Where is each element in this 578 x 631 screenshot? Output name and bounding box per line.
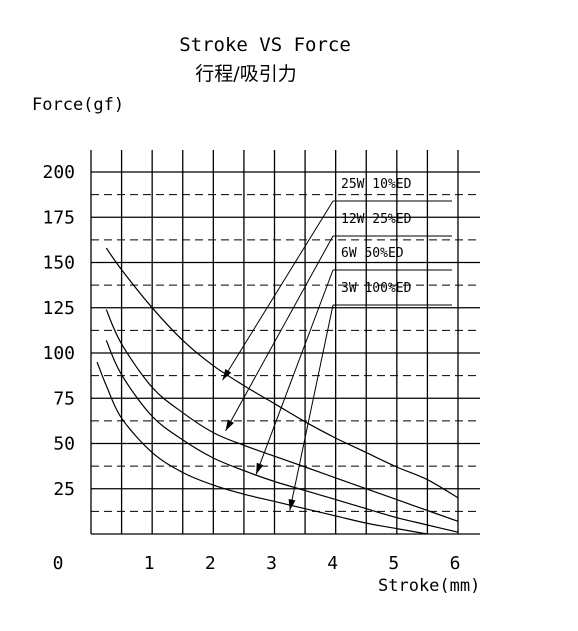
y-tick-label: 75 [53, 388, 75, 409]
x-tick-label: 6 [450, 553, 461, 574]
y-tick-labels: 25 50 75 100 125 150 175 200 [42, 162, 75, 500]
legend-entry: 6W 50%ED [341, 246, 404, 261]
x-tick-label: 1 [144, 553, 155, 574]
arrow-line [289, 304, 334, 511]
series-curves [96, 247, 459, 535]
series-line-1 [105, 247, 459, 499]
series-line-3 [105, 340, 459, 533]
x-tick-label: 2 [205, 553, 216, 574]
y-tick-label: 50 [53, 434, 75, 455]
x-tick-label: 5 [388, 553, 399, 574]
y-tick-label: 100 [42, 343, 75, 364]
x-tick-label: 4 [327, 553, 338, 574]
series-line-2 [105, 309, 459, 522]
y-axis-label: Force(gf) [32, 95, 124, 115]
legend-entry: 3W 100%ED [341, 281, 412, 296]
y-tick-label: 175 [42, 207, 75, 228]
chart-subtitle: 行程/吸引力 [195, 63, 296, 85]
x-tick-label: 0 [53, 553, 64, 574]
y-tick-label: 125 [42, 298, 75, 319]
y-tick-label: 150 [42, 253, 75, 274]
arrow-line [225, 235, 334, 432]
chart-title: Stroke VS Force [179, 34, 351, 56]
arrow-line [222, 200, 334, 381]
arrow-line [255, 269, 334, 475]
legend-entry: 12W 25%ED [341, 212, 412, 227]
arrow-head [225, 419, 234, 431]
x-tick-labels: 0 1 2 3 4 5 6 [53, 553, 461, 574]
y-tick-label: 25 [53, 479, 75, 500]
legend-arrows [222, 200, 334, 511]
x-axis-label: Stroke(mm) [378, 576, 480, 596]
x-tick-label: 3 [266, 553, 277, 574]
arrow-head [288, 498, 296, 511]
arrow-head [222, 368, 232, 381]
legend-entry: 25W 10%ED [341, 177, 412, 192]
grid [90, 150, 480, 535]
arrow-head [256, 462, 264, 475]
y-tick-label: 200 [42, 162, 75, 183]
legend: 25W 10%ED 12W 25%ED 6W 50%ED 3W 100%ED [333, 177, 452, 306]
series-line-4 [96, 361, 428, 535]
